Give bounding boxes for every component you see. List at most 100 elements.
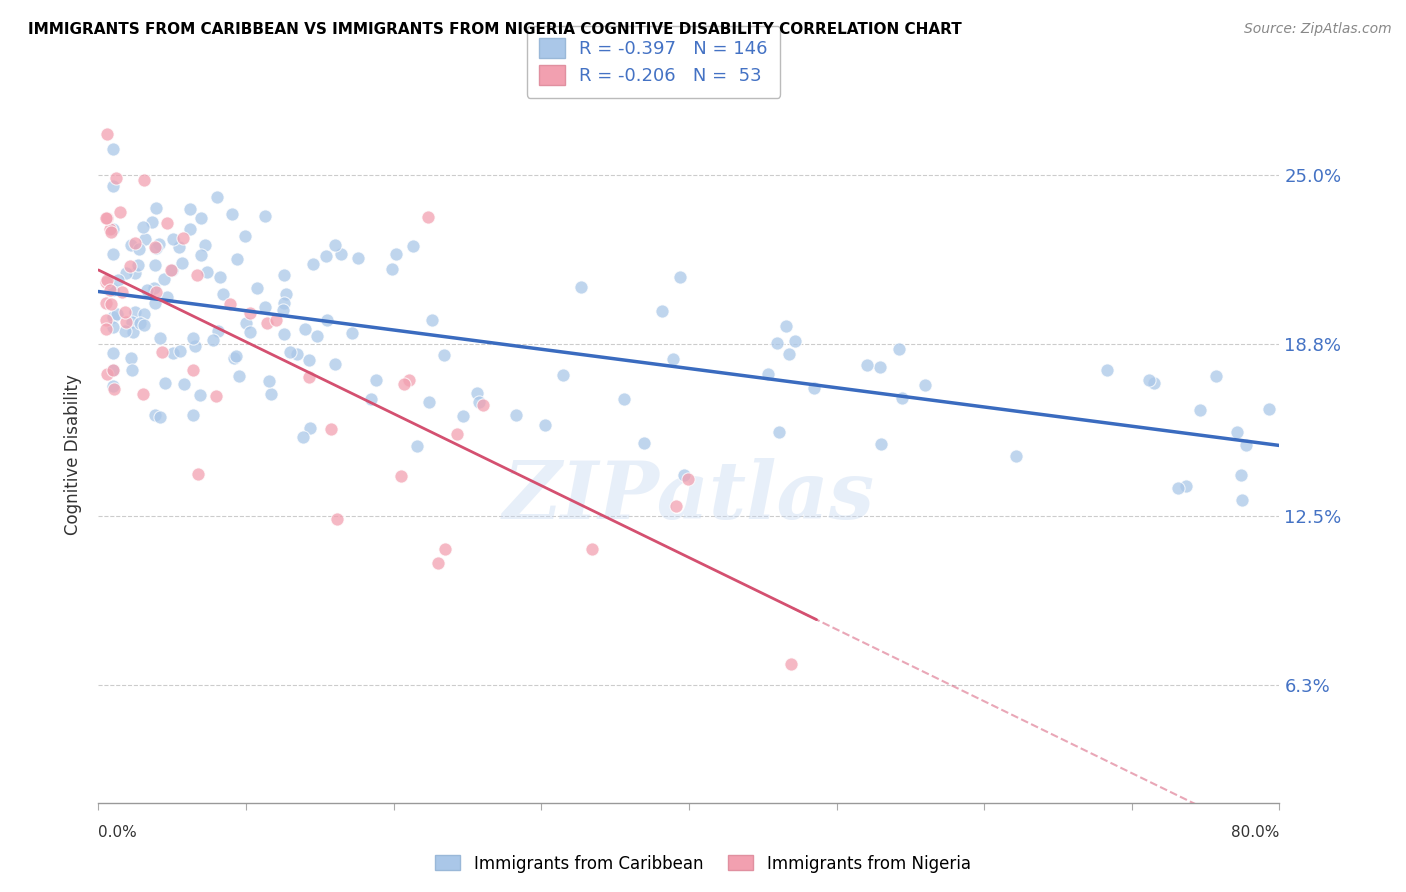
Point	[108, 204, 131, 219]
Point	[156, 290, 179, 304]
Point	[103, 320, 125, 334]
Point	[891, 391, 914, 405]
Point	[187, 467, 209, 482]
Legend: R = -0.397   N = 146, R = -0.206   N =  53: R = -0.397 N = 146, R = -0.206 N = 53	[527, 26, 780, 98]
Y-axis label: Cognitive Disability: Cognitive Disability	[65, 375, 83, 535]
Point	[132, 387, 155, 401]
Point	[1258, 402, 1281, 417]
Point	[315, 249, 337, 263]
Point	[613, 392, 636, 406]
Point	[239, 306, 262, 320]
Point	[406, 439, 429, 453]
Point	[120, 238, 142, 252]
Point	[98, 222, 121, 236]
Point	[427, 556, 450, 570]
Point	[124, 235, 146, 250]
Point	[1137, 373, 1160, 387]
Point	[172, 231, 194, 245]
Point	[256, 316, 278, 330]
Point	[193, 238, 215, 252]
Point	[145, 202, 167, 216]
Point	[143, 258, 166, 272]
Point	[142, 281, 165, 295]
Point	[360, 392, 382, 406]
Point	[305, 329, 328, 343]
Point	[914, 377, 936, 392]
Point	[96, 128, 118, 142]
Point	[162, 346, 184, 360]
Text: Source: ZipAtlas.com: Source: ZipAtlas.com	[1244, 22, 1392, 37]
Point	[340, 326, 363, 341]
Point	[651, 304, 673, 318]
Point	[869, 437, 891, 451]
Point	[98, 283, 121, 297]
Point	[128, 242, 150, 256]
Point	[291, 430, 314, 444]
Point	[253, 209, 276, 223]
Point	[208, 269, 231, 284]
Point	[159, 263, 181, 277]
Point	[135, 283, 157, 297]
Point	[433, 542, 456, 557]
Point	[366, 373, 388, 387]
Point	[533, 417, 555, 432]
Point	[257, 374, 280, 388]
Point	[115, 266, 138, 280]
Point	[114, 315, 136, 329]
Point	[96, 211, 118, 225]
Point	[100, 225, 122, 239]
Point	[239, 325, 262, 339]
Point	[323, 357, 346, 371]
Point	[446, 426, 468, 441]
Point	[101, 363, 124, 377]
Point	[273, 296, 295, 310]
Point	[145, 241, 167, 255]
Point	[173, 377, 195, 392]
Point	[121, 315, 143, 329]
Point	[1167, 481, 1189, 495]
Point	[346, 252, 368, 266]
Point	[127, 259, 149, 273]
Text: IMMIGRANTS FROM CARIBBEAN VS IMMIGRANTS FROM NIGERIA COGNITIVE DISABILITY CORREL: IMMIGRANTS FROM CARIBBEAN VS IMMIGRANTS …	[28, 22, 962, 37]
Point	[768, 425, 790, 439]
Point	[678, 472, 700, 486]
Point	[472, 398, 495, 412]
Legend: Immigrants from Caribbean, Immigrants from Nigeria: Immigrants from Caribbean, Immigrants fr…	[429, 848, 977, 880]
Point	[205, 190, 228, 204]
Point	[143, 408, 166, 422]
Point	[103, 363, 125, 377]
Point	[1230, 467, 1253, 482]
Point	[120, 259, 142, 273]
Point	[775, 319, 797, 334]
Point	[433, 348, 456, 362]
Point	[662, 352, 685, 367]
Point	[120, 351, 142, 366]
Point	[167, 240, 190, 254]
Point	[778, 347, 800, 361]
Point	[316, 312, 339, 326]
Point	[1234, 437, 1257, 451]
Point	[103, 379, 125, 393]
Text: ZIPatlas: ZIPatlas	[503, 458, 875, 535]
Point	[869, 359, 891, 374]
Point	[186, 268, 208, 282]
Point	[103, 247, 125, 261]
Point	[221, 206, 243, 220]
Point	[285, 347, 308, 361]
Point	[103, 142, 125, 156]
Point	[222, 351, 245, 365]
Point	[276, 286, 298, 301]
Point	[1175, 479, 1198, 493]
Point	[114, 305, 136, 319]
Point	[253, 300, 276, 314]
Point	[153, 376, 176, 391]
Point	[581, 541, 603, 556]
Point	[218, 297, 240, 311]
Point	[505, 409, 527, 423]
Point	[294, 322, 316, 336]
Point	[205, 389, 228, 403]
Point	[107, 273, 129, 287]
Point	[665, 500, 688, 514]
Point	[398, 373, 420, 387]
Point	[273, 326, 295, 341]
